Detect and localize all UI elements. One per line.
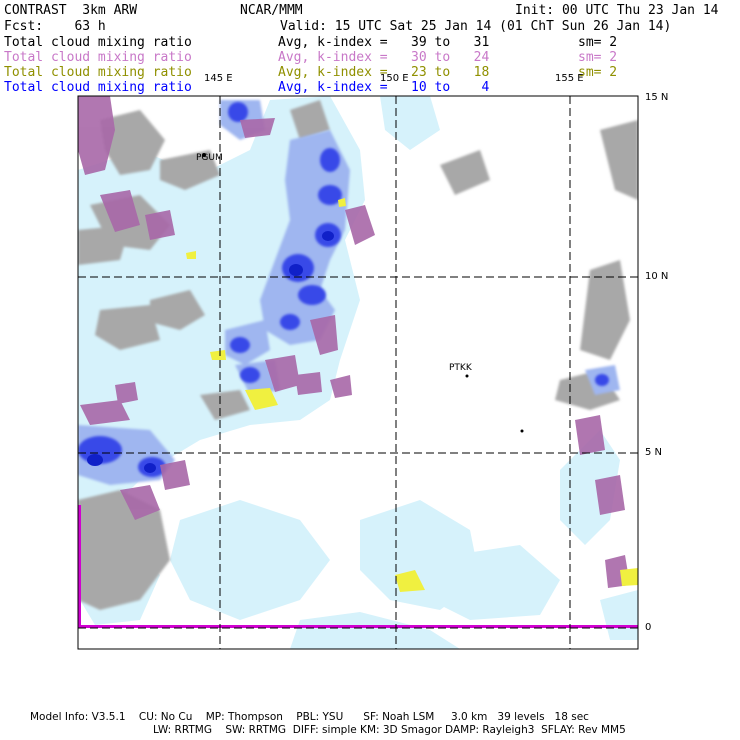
- legend-range-4: Avg, k-index = 10 to 4: [278, 80, 490, 95]
- purple-cloud-layer: [78, 96, 630, 588]
- lon-label-145: 145 E: [204, 73, 233, 84]
- yellow-cloud-layer: [186, 198, 638, 592]
- pgum-marker: [202, 153, 206, 157]
- gray-cloud-layer: [78, 100, 638, 610]
- station-pgum: PGUM: [196, 153, 223, 163]
- lat-label-10: 10 N: [645, 271, 669, 282]
- legend-sm-2: sm= 2: [578, 50, 618, 65]
- legend-name-2: Total cloud mixing ratio: [4, 50, 192, 65]
- station-ptkk: PTKK: [449, 363, 472, 373]
- legend-range-3: Avg, k-index = 23 to 18: [278, 65, 490, 80]
- lat-label-0: 0: [645, 622, 652, 633]
- legend-sm-3: sm= 2: [578, 65, 618, 80]
- ptkk-marker: [465, 374, 469, 378]
- lat-label-15: 15 N: [645, 92, 669, 103]
- island-marker: [520, 429, 524, 433]
- lat-lon-grid: [78, 96, 638, 649]
- legend-name-1: Total cloud mixing ratio: [4, 35, 192, 50]
- model-title: CONTRAST 3km ARW: [4, 3, 138, 18]
- equator-band: [78, 625, 638, 628]
- core-cloud-layer: [87, 231, 334, 473]
- lon-label-155: 155 E: [555, 73, 584, 84]
- center-name: NCAR/MMM: [240, 3, 303, 18]
- legend-name-3: Total cloud mixing ratio: [4, 65, 192, 80]
- legend-range-1: Avg, k-index = 39 to 31: [278, 35, 490, 50]
- forecast-hour: Fcst: 63 h: [4, 19, 106, 34]
- left-edge-band: [78, 505, 81, 628]
- model-info-line-2: LW: RRTMG SW: RRTMG DIFF: simple KM: 3D …: [153, 724, 626, 736]
- valid-time: Valid: 15 UTC Sat 25 Jan 14 (01 ChT Sun …: [280, 19, 672, 34]
- init-time: Init: 00 UTC Thu 23 Jan 14: [515, 3, 719, 18]
- legend-sm-1: sm= 2: [578, 35, 618, 50]
- lat-label-5: 5 N: [645, 447, 663, 458]
- lon-label-150: 150 E: [380, 73, 409, 84]
- map-border: [77, 95, 639, 650]
- legend-range-2: Avg, k-index = 30 to 24: [278, 50, 490, 65]
- model-info-line-1: Model Info: V3.5.1 CU: No Cu MP: Thompso…: [30, 711, 589, 723]
- legend-name-4: Total cloud mixing ratio: [4, 80, 192, 95]
